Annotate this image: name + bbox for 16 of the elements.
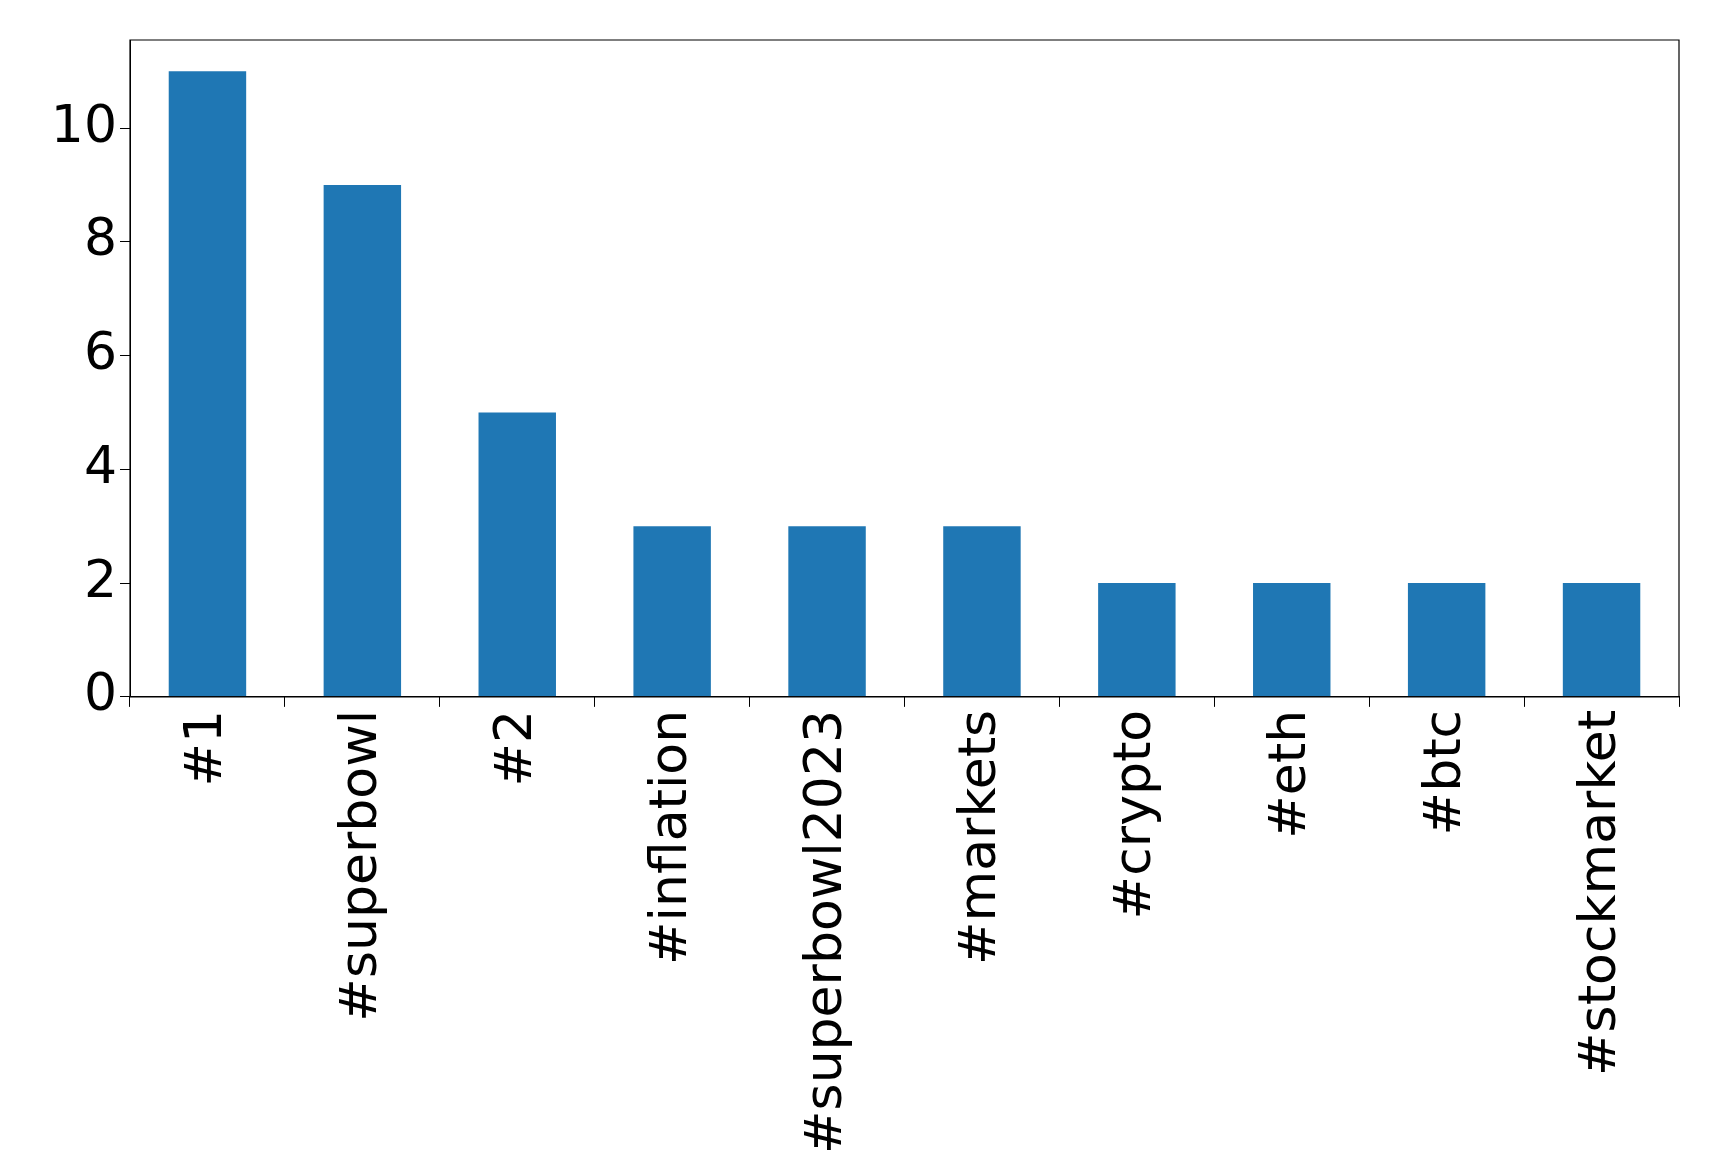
y-tick-label: 8 [83,207,117,268]
y-tick-label: 6 [83,321,117,382]
x-tick-label: #markets [947,709,1008,966]
x-tick-label: #1 [172,709,233,787]
x-tick-label: #eth [1257,709,1318,839]
y-tick-label: 2 [83,548,117,609]
x-tick-label: #stockmarket [1567,709,1628,1076]
x-tick-label: #crypto [1102,709,1163,920]
x-tick-label: #inflation [637,709,698,966]
x-tick-label: #superbowl [327,709,388,1022]
x-tick-label: #2 [482,709,543,787]
x-tick-label: #superbowl2023 [792,709,853,1155]
y-tick-label: 0 [83,662,117,723]
y-tick-label: 10 [50,93,117,154]
x-tick-label: #btc [1412,709,1473,836]
y-tick-label: 4 [83,434,117,495]
